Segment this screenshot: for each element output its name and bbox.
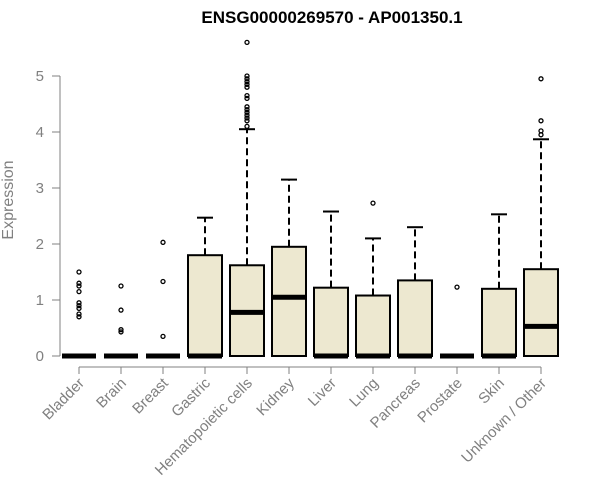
outlier-point — [244, 95, 250, 102]
box — [523, 268, 559, 358]
outlier-point — [76, 269, 82, 275]
y-tick-label: 1 — [36, 292, 44, 309]
box — [397, 279, 433, 357]
box-group — [271, 178, 307, 357]
chart-title: ENSG00000269570 - AP001350.1 — [201, 8, 462, 27]
y-tick-label: 3 — [36, 180, 44, 197]
box — [355, 294, 391, 357]
x-tick-label: Brain — [93, 375, 130, 412]
outlier-point — [244, 76, 250, 82]
y-tick-label: 2 — [36, 236, 44, 253]
outlier-point — [76, 280, 82, 286]
outlier-point — [538, 118, 544, 124]
box-group — [481, 213, 517, 359]
outlier-point — [244, 118, 250, 124]
outlier-point — [76, 311, 82, 317]
box-group — [187, 216, 223, 359]
outlier-point — [244, 106, 250, 113]
outlier-point — [76, 305, 82, 312]
x-tick-label: Breast — [129, 374, 172, 417]
box — [187, 254, 223, 357]
box-group — [355, 200, 391, 359]
outlier-point — [538, 128, 544, 134]
y-axis-label: Expression — [0, 160, 17, 239]
outlier-point — [118, 307, 124, 313]
box-group — [146, 239, 180, 359]
outlier-point — [244, 39, 250, 46]
outlier-point — [76, 283, 82, 289]
outlier-point — [118, 327, 124, 333]
outlier-point — [160, 278, 166, 285]
x-tick-label: Kidney — [253, 374, 298, 419]
outlier-point — [538, 76, 544, 82]
outlier-point — [454, 284, 460, 290]
outlier-point — [244, 73, 250, 79]
y-tick-label: 0 — [36, 348, 44, 365]
outlier-point — [244, 123, 250, 130]
outlier-point — [76, 314, 82, 320]
y-tick-label: 4 — [36, 124, 44, 141]
outlier-point — [244, 84, 250, 90]
outlier-point — [160, 239, 166, 245]
outlier-point — [76, 300, 82, 306]
x-tick-label: Prostate — [414, 375, 466, 427]
box — [313, 286, 349, 357]
outlier-point — [160, 333, 166, 340]
outlier-point — [76, 288, 82, 295]
box-group — [62, 269, 96, 359]
outlier-point — [118, 329, 124, 335]
x-tick-label: Skin — [475, 375, 508, 408]
x-tick-label: Liver — [305, 375, 340, 410]
outlier-point — [244, 104, 250, 110]
outlier-point — [118, 283, 124, 289]
box — [271, 245, 307, 357]
x-tick-label: Lung — [346, 375, 382, 411]
box-group — [229, 39, 265, 357]
outlier-point — [244, 109, 250, 116]
y-tick-label: 5 — [36, 68, 44, 85]
box-group — [397, 226, 433, 359]
box-group — [440, 284, 474, 359]
box — [481, 287, 517, 357]
y-axis: 0 1 2 3 4 5 — [36, 68, 61, 365]
outlier-point — [244, 78, 250, 85]
outlier-point — [244, 112, 250, 118]
box-group — [104, 283, 138, 359]
outlier-point — [370, 200, 376, 206]
outlier-point — [244, 81, 250, 88]
outlier-point — [244, 115, 250, 121]
plot-area — [62, 39, 559, 359]
outlier-point — [244, 92, 250, 99]
x-tick-label: Bladder — [39, 375, 88, 424]
outlier-point — [76, 302, 82, 309]
box-group — [523, 76, 559, 358]
box-group — [313, 210, 349, 359]
